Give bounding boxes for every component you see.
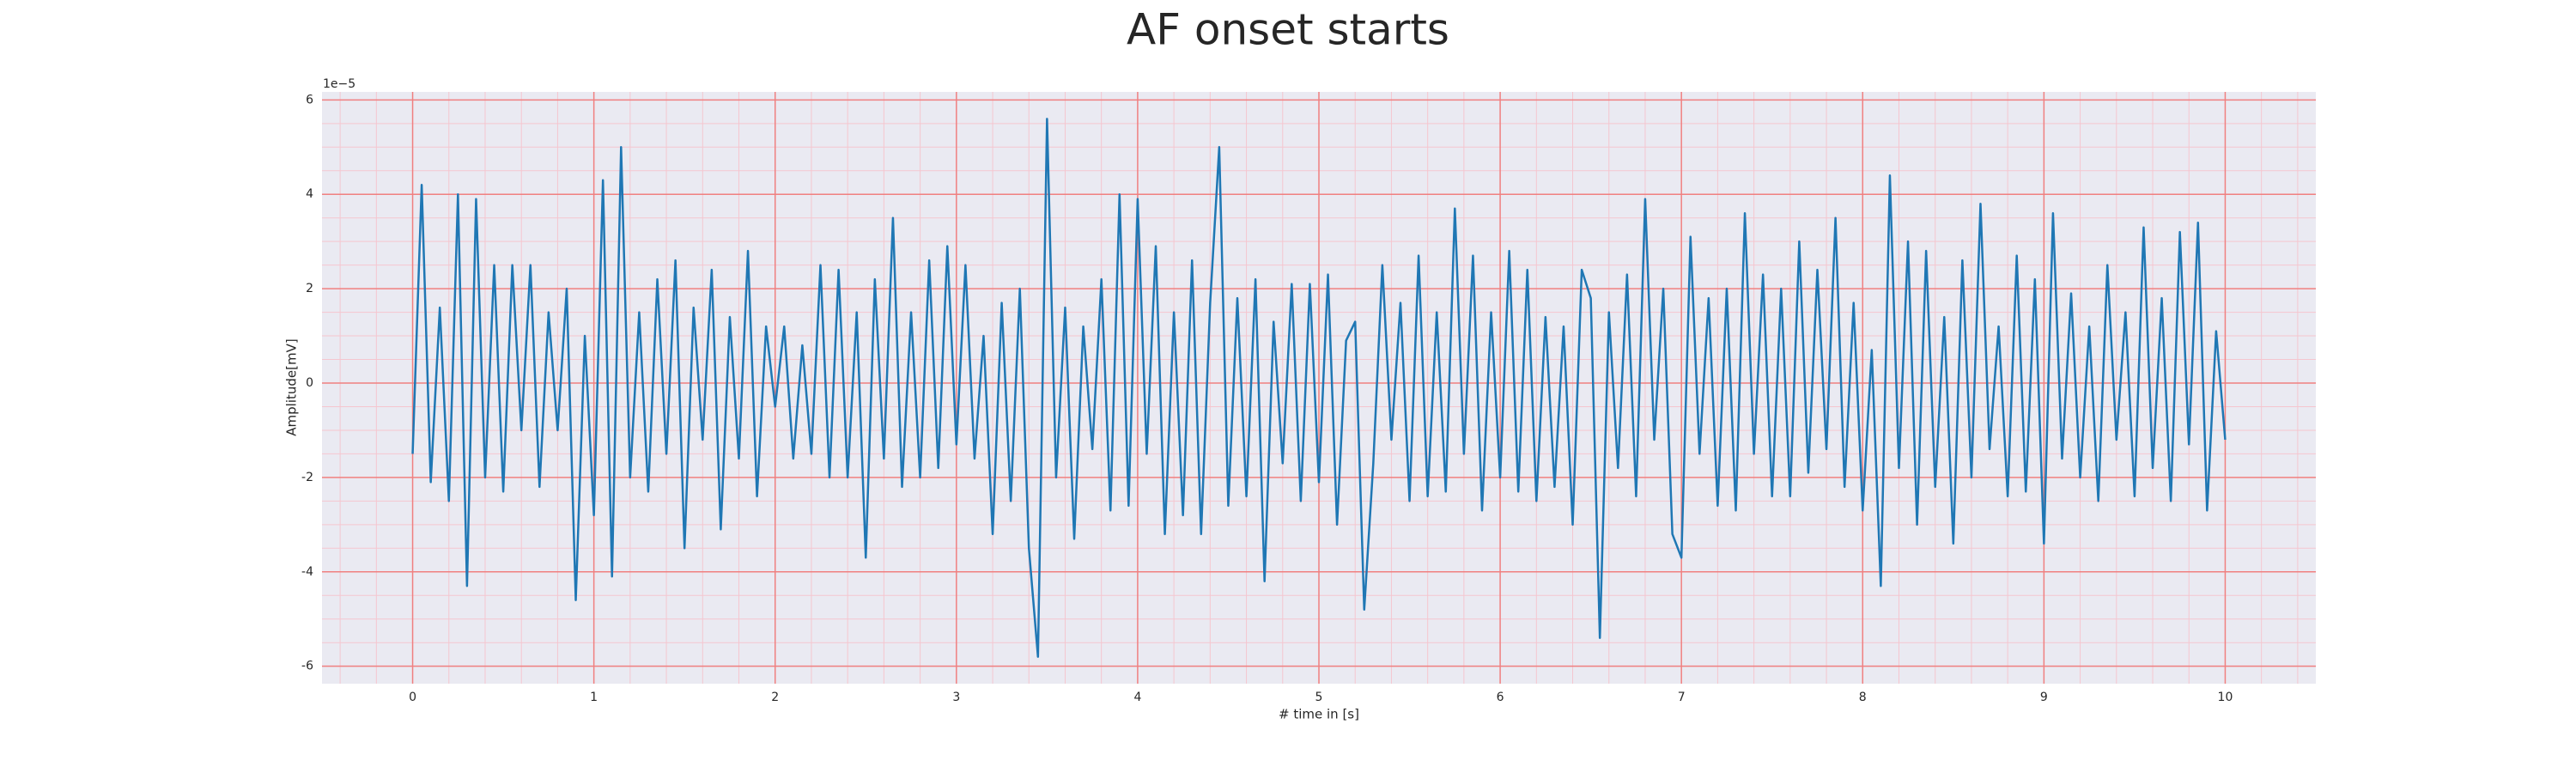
x-tick-label: 9 [2040,691,2048,704]
x-tick-label: 3 [952,691,960,704]
x-tick-label: 4 [1133,691,1141,704]
signal-line [411,118,2227,658]
y-offset-label: 1e−5 [323,77,355,91]
x-tick-label: 5 [1315,691,1323,704]
y-tick-label: -6 [301,660,313,673]
y-tick-label: 2 [306,282,313,295]
y-axis-label: Amplitude[mV] [284,338,300,435]
plot [411,118,2227,658]
y-tick-label: 0 [306,376,313,390]
x-tick-label: 1 [590,691,598,704]
x-tick-label: 6 [1497,691,1504,704]
x-axis-label: # time in [s] [1279,707,1359,722]
y-tick-label: 6 [306,93,313,107]
grid [322,92,2316,684]
y-tick-label: -2 [301,471,313,484]
x-tick-label: 0 [409,691,416,704]
x-tick-label: 10 [2218,691,2233,704]
x-tick-label: 8 [1859,691,1867,704]
chart-title: AF onset starts [1127,5,1449,55]
y-tick-label: 4 [306,187,313,201]
y-tick-label: -4 [301,565,313,579]
x-tick-label: 7 [1678,691,1686,704]
x-tick-label: 2 [771,691,779,704]
